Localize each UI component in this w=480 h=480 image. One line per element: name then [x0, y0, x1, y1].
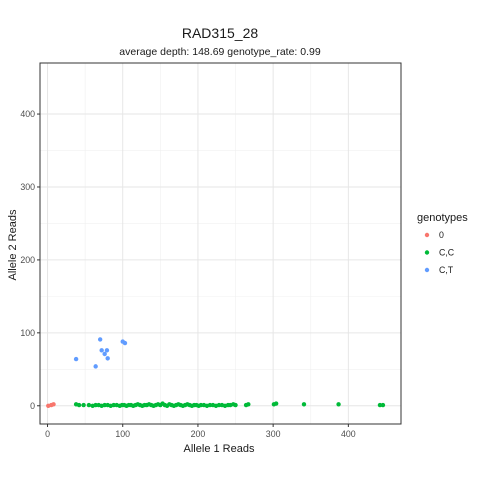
data-point-C-C	[207, 402, 213, 408]
data-point-C-C	[336, 402, 341, 407]
data-point-C-T	[102, 351, 107, 357]
legend-title: genotypes	[417, 212, 468, 224]
data-point-C-C	[273, 401, 279, 406]
data-point-C-C	[93, 402, 98, 408]
data-point-C-C	[233, 402, 238, 408]
data-point-C-C	[216, 402, 222, 408]
data-point-C-C	[198, 402, 204, 408]
data-point-C-T	[73, 356, 79, 362]
data-point-C-C	[76, 402, 82, 408]
legend-key	[424, 232, 430, 238]
data-point-C-T	[105, 356, 110, 361]
data-point-C-C	[301, 402, 307, 407]
data-point-C-T	[93, 364, 98, 369]
plot-panel	[40, 63, 401, 424]
data-point-C-C	[111, 402, 116, 408]
data-point-C-T	[99, 348, 104, 353]
y-axis-title: Allele 2 Reads	[7, 209, 19, 280]
data-point-C-C	[246, 402, 251, 407]
x-axis-title: Allele 1 Reads	[184, 443, 255, 455]
data-point-C-C	[81, 402, 86, 408]
x-tick-label: 400	[341, 429, 356, 439]
y-tick-label: 400	[20, 109, 35, 119]
data-point-0	[51, 402, 56, 407]
x-tick-label: 200	[191, 429, 206, 439]
y-tick-label: 300	[20, 182, 35, 192]
data-point-C-C	[102, 402, 107, 408]
legend-label: C,T	[439, 265, 454, 275]
legend-key	[424, 267, 430, 273]
data-point-C-C	[377, 402, 383, 408]
legend: genotypes 0 C,C C,T	[417, 212, 468, 275]
y-tick-label: 200	[20, 255, 35, 265]
plot-border	[39, 62, 402, 425]
data-point-C-C	[86, 402, 92, 408]
data-point-C-T	[122, 340, 128, 346]
x-tick-label: 100	[115, 429, 130, 439]
legend-label: 0	[439, 230, 444, 240]
x-tick-label: 300	[266, 429, 281, 439]
chart-subtitle: average depth: 148.69 genotype_rate: 0.9…	[119, 46, 321, 58]
x-tick-label: 0	[45, 429, 50, 439]
chart-title: RAD315_28	[182, 25, 258, 41]
data-point-C-C	[380, 402, 386, 408]
legend-label: C,C	[439, 248, 455, 258]
y-tick-label: 100	[20, 328, 35, 338]
data-point-C-T	[97, 337, 103, 342]
y-tick-label: 0	[30, 401, 35, 411]
plot-area: 0 100 200 300 400 0 100 200 300 400	[20, 62, 402, 439]
data-point-C-T	[104, 348, 110, 353]
legend-key	[424, 250, 430, 255]
